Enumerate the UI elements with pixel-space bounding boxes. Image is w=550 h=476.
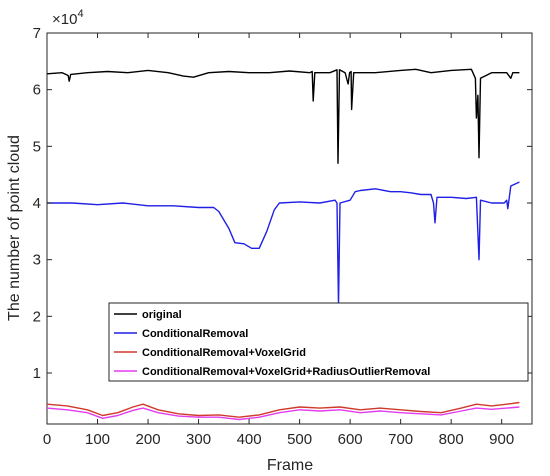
legend-label-0: original: [142, 309, 182, 321]
x-tick-label: 500: [287, 431, 312, 448]
x-tick-label: 400: [237, 431, 262, 448]
y-tick-label: 7: [33, 25, 41, 42]
y-axis: 1 2 3 4 5 6 7: [33, 25, 532, 382]
y-tick-label: 6: [33, 82, 41, 99]
x-tick-label: 300: [186, 431, 211, 448]
x-axis: 0 100 200 300 400 500 600 700 800 900: [43, 33, 514, 448]
series-layer: [46, 68, 520, 421]
series-line-2: [46, 401, 520, 418]
y-tick-label: 3: [33, 252, 41, 269]
y-tick-label: 2: [33, 308, 41, 325]
x-axis-label: Frame: [267, 457, 313, 474]
y-tick-label: 1: [33, 365, 41, 382]
y-exponent-label: ×104: [52, 8, 84, 28]
y-tick-label: 5: [33, 138, 41, 155]
y-tick-label: 4: [33, 195, 41, 212]
legend-box: [108, 302, 529, 382]
x-tick-label: 100: [85, 431, 110, 448]
legend-label-2: ConditionalRemoval+VoxelGrid: [142, 347, 306, 359]
x-tick-label: 600: [338, 431, 363, 448]
series-line-1: [47, 181, 520, 306]
legend: original ConditionalRemoval ConditionalRem…: [108, 302, 529, 382]
x-tick-label: 800: [439, 431, 464, 448]
y-axis-label: The number of point cloud: [6, 135, 23, 321]
series-line-0: [46, 68, 520, 164]
x-tick-label: 700: [388, 431, 413, 448]
x-tick-label: 200: [136, 431, 161, 448]
legend-label-3: ConditionalRemoval+VoxelGrid+RadiusOutli…: [142, 366, 430, 378]
legend-label-1: ConditionalRemoval: [142, 328, 248, 340]
x-tick-label: 900: [489, 431, 514, 448]
x-tick-label: 0: [43, 431, 51, 448]
series-line-3: [46, 406, 520, 421]
